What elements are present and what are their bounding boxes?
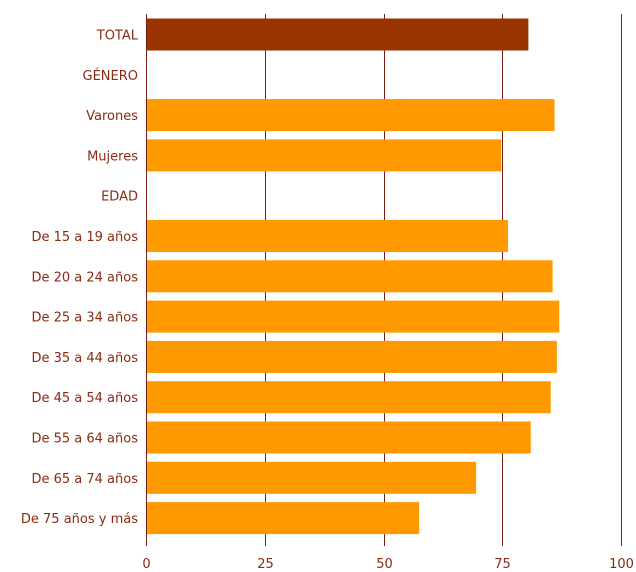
bar-7 [147, 300, 560, 333]
category-label-2: Varones [86, 109, 138, 124]
bar-6 [147, 260, 553, 293]
category-label-12: De 75 años y más [21, 512, 138, 527]
bar-8 [147, 340, 557, 373]
x-tick-label-50: 50 [376, 557, 393, 572]
bar-0 [147, 18, 529, 51]
bar-2 [147, 99, 555, 132]
category-label-6: De 20 a 24 años [31, 270, 138, 285]
bars [147, 18, 560, 535]
x-tick-label-100: 100 [609, 557, 634, 572]
category-label-9: De 45 a 54 años [31, 391, 138, 406]
category-label-1: GÉNERO [83, 68, 139, 84]
bar-10 [147, 421, 531, 454]
bar-12 [147, 502, 420, 535]
category-labels: TOTAL GÉNERO Varones Mujeres EDAD De 15 a 19 … [21, 29, 139, 528]
bar-3 [147, 139, 502, 172]
x-tick-label-25: 25 [257, 557, 274, 572]
category-label-3: Mujeres [87, 149, 138, 164]
x-tick-labels: 0 25 50 75 100 [142, 557, 634, 572]
category-label-4: EDAD [101, 190, 138, 205]
x-tick-label-75: 75 [494, 557, 511, 572]
bar-11 [147, 461, 477, 494]
category-label-5: De 15 a 19 años [31, 230, 138, 245]
category-label-7: De 25 a 34 años [31, 311, 138, 326]
category-label-10: De 55 a 64 años [31, 432, 138, 447]
bar-9 [147, 381, 551, 414]
category-label-0: TOTAL [96, 29, 139, 44]
x-tick-label-0: 0 [142, 557, 150, 572]
bar-5 [147, 220, 508, 252]
category-label-8: De 35 a 44 años [31, 351, 138, 366]
category-label-11: De 65 a 74 años [31, 472, 138, 487]
